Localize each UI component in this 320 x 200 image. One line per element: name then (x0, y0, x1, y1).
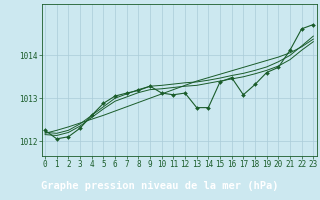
Text: Graphe pression niveau de la mer (hPa): Graphe pression niveau de la mer (hPa) (41, 181, 279, 191)
